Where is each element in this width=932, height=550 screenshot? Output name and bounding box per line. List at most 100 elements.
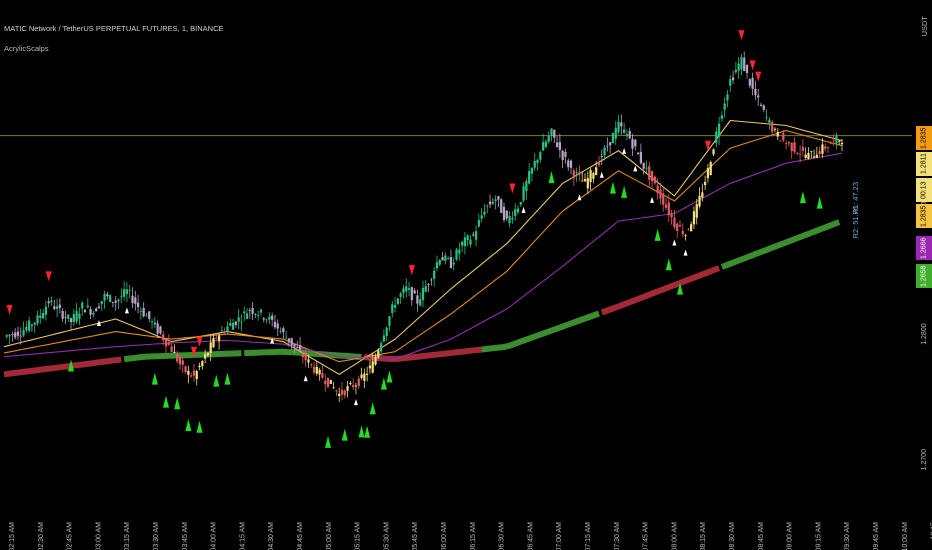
- candle-body: [631, 138, 634, 149]
- candle-body: [86, 305, 89, 308]
- indicator-name[interactable]: AcrylicScalps: [4, 44, 49, 53]
- pullback-signal: [96, 319, 101, 326]
- time-tick-label: 04:15 AM: [239, 522, 246, 550]
- price-label: 1.2658: [916, 264, 932, 288]
- pullback-signal: [270, 337, 275, 344]
- candle-body: [377, 350, 380, 358]
- candle-body: [704, 181, 707, 186]
- candle-body: [55, 306, 59, 309]
- candle-body: [430, 279, 433, 281]
- candle-body: [106, 294, 109, 297]
- candle-body: [748, 79, 751, 86]
- candle-body: [271, 315, 274, 320]
- time-tick-label: 05:45 AM: [412, 522, 419, 550]
- candle-body: [81, 302, 84, 309]
- trend-segment: [3, 356, 122, 378]
- candle-body: [433, 270, 436, 279]
- candle-body: [28, 320, 31, 331]
- candle-body: [564, 151, 567, 157]
- candle-body: [215, 337, 218, 339]
- candle-body: [184, 366, 187, 373]
- candle-body: [114, 300, 117, 303]
- time-tick-label: 05:00 AM: [326, 522, 333, 550]
- pullback-signal: [124, 307, 129, 314]
- candle-body: [662, 193, 665, 205]
- time-tick-label: 08:00 AM: [671, 522, 678, 550]
- pullback-signal: [633, 165, 638, 172]
- time-tick-label: 03:00 AM: [95, 522, 102, 550]
- candle-body: [298, 345, 302, 350]
- candle-body: [773, 128, 777, 130]
- candle-body: [757, 95, 760, 98]
- candle-body: [410, 287, 413, 301]
- time-tick-label: 04:30 AM: [268, 522, 275, 550]
- candle-body: [567, 160, 570, 168]
- candle-body: [581, 180, 584, 182]
- time-tick-label: 04:45 AM: [297, 522, 304, 550]
- candle-body: [586, 178, 589, 189]
- candle-body: [315, 366, 318, 374]
- pullback-signal: [683, 249, 688, 256]
- pullback-signal: [650, 196, 655, 203]
- candle-body: [223, 331, 226, 333]
- buy-signal: [185, 419, 192, 432]
- sell-signal: [749, 60, 756, 71]
- candle-body: [122, 289, 126, 297]
- candle-body: [156, 323, 159, 334]
- candle-body: [153, 322, 156, 325]
- candle-body: [366, 373, 369, 375]
- price-label: 1.2666: [916, 236, 932, 260]
- candle-body: [16, 331, 20, 336]
- candle-body: [505, 210, 508, 219]
- time-tick-label: 08:15 AM: [700, 522, 707, 550]
- trend-segment: [481, 310, 601, 353]
- candle-body: [530, 167, 534, 174]
- candle-body: [131, 295, 134, 304]
- candle-body: [391, 304, 394, 314]
- candle-body: [692, 211, 696, 225]
- candle-body: [318, 369, 321, 375]
- candle-body: [212, 337, 215, 348]
- candle-body: [553, 129, 556, 138]
- candle-body: [285, 337, 288, 339]
- time-tick-label: 09:30 AM: [844, 522, 851, 550]
- candle-body: [673, 217, 676, 228]
- time-tick-label: 03:30 AM: [153, 522, 160, 550]
- candle-body: [796, 153, 799, 155]
- candle-body: [609, 142, 612, 146]
- candle-body: [639, 151, 642, 164]
- candle-body: [67, 314, 70, 319]
- ema-line-3: [3, 152, 843, 360]
- candle-body: [687, 228, 690, 230]
- candle-body: [382, 335, 386, 342]
- candle-body: [97, 306, 101, 309]
- candle-body: [500, 199, 503, 213]
- candle-body: [754, 88, 757, 96]
- buy-signal: [163, 395, 170, 408]
- candle-body: [352, 385, 355, 388]
- time-tick-label: 04:00 AM: [211, 522, 218, 550]
- candle-body: [620, 122, 623, 127]
- candle-body: [69, 318, 73, 323]
- candle-body: [44, 306, 48, 315]
- candle-body: [248, 310, 251, 311]
- sell-signal: [408, 265, 415, 276]
- candle-body: [455, 249, 458, 260]
- candle-body: [47, 301, 50, 304]
- time-tick-label: 09:45 AM: [873, 522, 880, 550]
- candle-body: [209, 342, 212, 353]
- candle-body: [511, 218, 514, 220]
- candle-body: [497, 196, 500, 200]
- time-tick-label: 06:30 AM: [499, 522, 506, 550]
- candle-body: [656, 185, 659, 194]
- time-tick-label: 09:00 AM: [787, 522, 794, 550]
- candle-body: [625, 134, 629, 136]
- candle-body: [547, 135, 550, 143]
- candle-body: [801, 147, 805, 151]
- candle-body: [720, 115, 724, 119]
- candle-body: [650, 170, 654, 182]
- candle-body: [234, 321, 237, 325]
- sell-signal: [196, 336, 203, 347]
- buy-signal: [676, 282, 683, 295]
